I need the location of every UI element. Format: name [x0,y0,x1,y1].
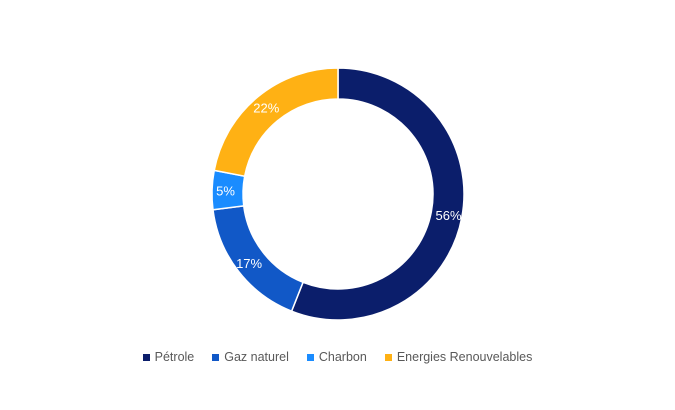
legend-label: Pétrole [154,350,195,364]
legend-swatch [384,353,392,361]
legend-label: Charbon [318,350,367,364]
donut-chart: 56% 17% 5% 22% [211,67,465,321]
data-label: 5% [216,183,235,198]
legend-item-gaz-naturel: Gaz naturel [212,350,289,364]
legend-swatch [212,353,220,361]
legend-item-petrole: Pétrole [142,350,195,364]
legend-label: Energies Renouvelables [396,350,533,364]
legend-swatch [142,353,150,361]
legend-item-charbon: Charbon [306,350,367,364]
slice-p-trole [290,67,465,321]
slice-energies-renouvelables [213,67,339,178]
legend-swatch [306,353,314,361]
data-label: 22% [253,100,279,115]
data-label: 56% [435,208,461,223]
legend-item-energies-renouvelables: Energies Renouvelables [384,350,533,364]
legend: Pétrole Gaz naturel Charbon Energies Ren… [0,350,675,364]
legend-label: Gaz naturel [224,350,289,364]
data-label: 17% [236,256,262,271]
